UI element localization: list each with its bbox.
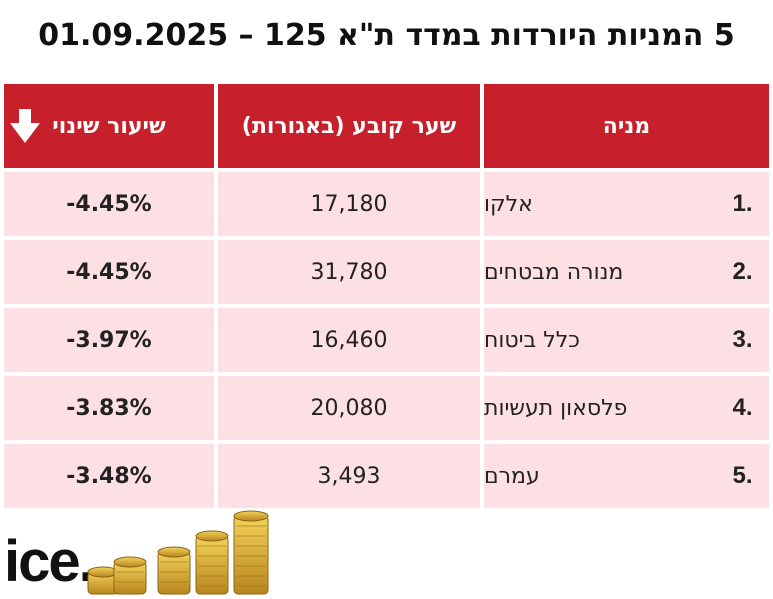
coins-icon <box>87 510 269 595</box>
name-cell: מנורה מבטחים 2. <box>484 240 769 304</box>
rank-number: 3. <box>716 308 769 372</box>
losers-table: שיעור שינוי שער קובע (באגורות) מניה -4.4… <box>0 80 773 512</box>
header-change-label: שיעור שינוי <box>52 113 166 139</box>
table-row: -3.83% 20,080 פלסאון תעשיות 4. <box>4 376 769 440</box>
page-title: 5 המניות היורדות במדד ת"א 125 – 01.09.20… <box>38 18 735 53</box>
price-cell: 16,460 <box>218 308 480 372</box>
header-price[interactable]: שער קובע (באגורות) <box>218 84 480 168</box>
name-cell: עמרם 5. <box>484 444 769 508</box>
stock-name: מנורה מבטחים <box>484 240 712 304</box>
header-change[interactable]: שיעור שינוי <box>4 84 214 168</box>
price-cell: 3,493 <box>218 444 480 508</box>
price-cell: 20,080 <box>218 376 480 440</box>
name-cell: כלל ביטוח 3. <box>484 308 769 372</box>
table-row: -3.97% 16,460 כלל ביטוח 3. <box>4 308 769 372</box>
header-name[interactable]: מניה <box>484 84 769 168</box>
table-row: -4.45% 17,180 אלקו 1. <box>4 172 769 236</box>
change-cell: -3.83% <box>4 376 214 440</box>
rank-number: 5. <box>716 444 769 508</box>
stock-name: כלל ביטוח <box>484 308 712 372</box>
table-row: -3.48% 3,493 עמרם 5. <box>4 444 769 508</box>
change-cell: -3.97% <box>4 308 214 372</box>
stock-name: אלקו <box>484 172 712 236</box>
rank-number: 4. <box>716 376 769 440</box>
price-cell: 31,780 <box>218 240 480 304</box>
change-cell: -3.48% <box>4 444 214 508</box>
rank-number: 1. <box>716 172 769 236</box>
ice-logo: ice. <box>4 529 95 594</box>
down-arrow-icon <box>10 109 40 143</box>
change-cell: -4.45% <box>4 240 214 304</box>
stock-name: פלסאון תעשיות <box>484 376 712 440</box>
rank-number: 2. <box>716 240 769 304</box>
table-header-row: שיעור שינוי שער קובע (באגורות) מניה <box>4 84 769 168</box>
table-row: -4.45% 31,780 מנורה מבטחים 2. <box>4 240 769 304</box>
stock-name: עמרם <box>484 444 712 508</box>
price-cell: 17,180 <box>218 172 480 236</box>
name-cell: אלקו 1. <box>484 172 769 236</box>
change-cell: -4.45% <box>4 172 214 236</box>
name-cell: פלסאון תעשיות 4. <box>484 376 769 440</box>
